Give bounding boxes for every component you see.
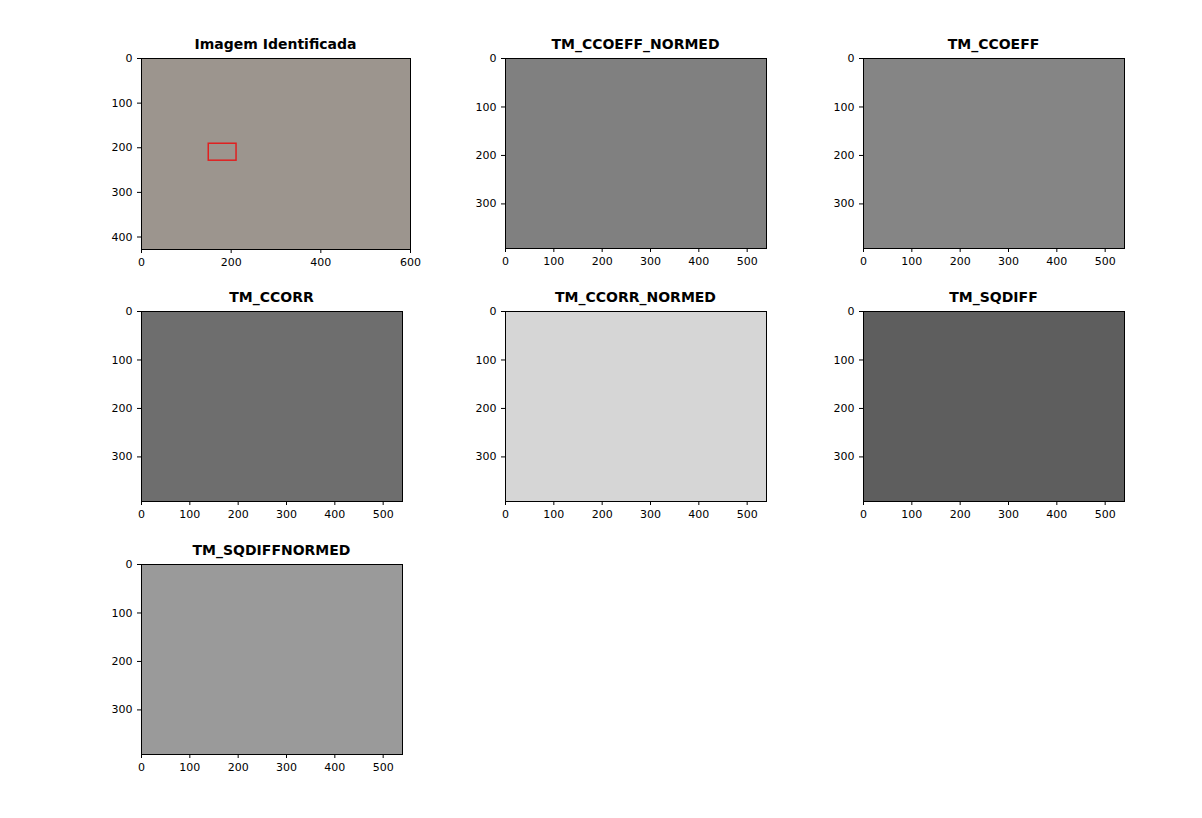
svg-text:300: 300	[834, 450, 855, 463]
html-text:TM_CCOEFF_NORMED: TM_CCOEFF_NORMED	[551, 36, 720, 52]
svg-text:100: 100	[543, 508, 564, 521]
svg-text:400: 400	[688, 255, 709, 268]
svg-text:100: 100	[179, 508, 200, 521]
html-text:TM_SQDIFF: TM_SQDIFF	[949, 289, 1038, 305]
svg-text:0: 0	[848, 305, 855, 318]
svg-text:200: 200	[834, 402, 855, 415]
svg-text:400: 400	[324, 761, 345, 774]
svg-text:300: 300	[112, 186, 133, 199]
svg-text:0: 0	[126, 52, 133, 65]
svg-text:200: 200	[592, 255, 613, 268]
svg-text:200: 200	[228, 508, 249, 521]
svg-text:200: 200	[112, 141, 133, 154]
svg-text:400: 400	[112, 231, 133, 244]
svg-text:0: 0	[490, 52, 497, 65]
svg-text:100: 100	[901, 508, 922, 521]
svg-text:300: 300	[640, 255, 661, 268]
svg-text:0: 0	[848, 52, 855, 65]
svg-text:400: 400	[310, 256, 331, 269]
svg-text:0: 0	[138, 256, 145, 269]
svg-text:200: 200	[221, 256, 242, 269]
svg-text:200: 200	[112, 402, 133, 415]
svg-text:0: 0	[860, 508, 867, 521]
svg-text:300: 300	[834, 197, 855, 210]
svg-text:100: 100	[112, 353, 133, 366]
svg-text:0: 0	[502, 255, 509, 268]
svg-text:100: 100	[476, 353, 497, 366]
html-text:TM_CCORR_NORMED: TM_CCORR_NORMED	[555, 289, 716, 305]
svg-text:200: 200	[476, 149, 497, 162]
svg-text:0: 0	[126, 558, 133, 571]
svg-text:0: 0	[490, 305, 497, 318]
svg-text:100: 100	[476, 100, 497, 113]
svg-text:300: 300	[476, 197, 497, 210]
html-text:TM_CCOEFF: TM_CCOEFF	[947, 36, 1040, 52]
svg-text:100: 100	[112, 606, 133, 619]
svg-text:100: 100	[834, 353, 855, 366]
svg-text:0: 0	[138, 761, 145, 774]
svg-text:300: 300	[276, 761, 297, 774]
svg-text:0: 0	[860, 255, 867, 268]
svg-text:500: 500	[373, 761, 394, 774]
html-text:TM_CCORR: TM_CCORR	[229, 289, 314, 305]
svg-text:500: 500	[373, 508, 394, 521]
svg-text:200: 200	[950, 508, 971, 521]
svg-text:200: 200	[834, 149, 855, 162]
svg-text:200: 200	[950, 255, 971, 268]
svg-text:100: 100	[112, 97, 133, 110]
svg-text:400: 400	[688, 508, 709, 521]
svg-text:300: 300	[112, 450, 133, 463]
svg-text:100: 100	[901, 255, 922, 268]
svg-text:0: 0	[138, 508, 145, 521]
svg-text:100: 100	[179, 761, 200, 774]
svg-text:500: 500	[737, 508, 758, 521]
svg-text:200: 200	[228, 761, 249, 774]
svg-text:200: 200	[592, 508, 613, 521]
svg-text:0: 0	[126, 305, 133, 318]
svg-text:300: 300	[640, 508, 661, 521]
svg-text:600: 600	[400, 256, 421, 269]
html-text:Imagem Identificada: Imagem Identificada	[194, 36, 357, 52]
svg-text:300: 300	[112, 703, 133, 716]
svg-text:300: 300	[476, 450, 497, 463]
svg-text:400: 400	[324, 508, 345, 521]
svg-text:200: 200	[112, 655, 133, 668]
svg-text:100: 100	[543, 255, 564, 268]
svg-text:400: 400	[1046, 508, 1067, 521]
svg-text:300: 300	[998, 255, 1019, 268]
svg-text:300: 300	[276, 508, 297, 521]
svg-text:500: 500	[1095, 508, 1116, 521]
svg-text:400: 400	[1046, 255, 1067, 268]
svg-text:0: 0	[502, 508, 509, 521]
svg-text:100: 100	[834, 100, 855, 113]
svg-text:200: 200	[476, 402, 497, 415]
svg-text:500: 500	[1095, 255, 1116, 268]
svg-text:500: 500	[737, 255, 758, 268]
html-text:TM_SQDIFFNORMED: TM_SQDIFFNORMED	[192, 542, 351, 558]
svg-text:300: 300	[998, 508, 1019, 521]
